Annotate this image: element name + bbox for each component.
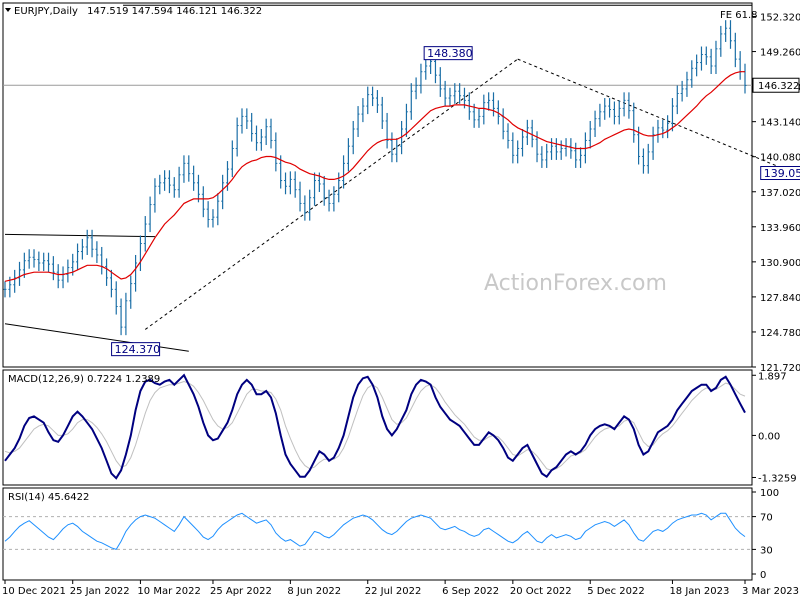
axis-layer: 121.720 124.780 127.840 130.900 133.960 137.0…	[2, 13, 800, 597]
rsi-y-tick-label: 70	[760, 513, 773, 524]
trendline-2	[144, 58, 518, 330]
moving-average-line	[4, 71, 745, 282]
x-tick-label: 3 Mar 2023	[742, 586, 799, 597]
trendline-1	[4, 323, 189, 352]
x-tick-label: 10 Dec 2021	[2, 586, 66, 597]
rsi-y-tick-label: 100	[760, 488, 779, 499]
x-tick-label: 25 Apr 2022	[210, 586, 272, 597]
x-tick-label: 8 Jun 2022	[287, 586, 341, 597]
trendline-0	[4, 233, 155, 238]
x-tick-label: 20 Oct 2022	[510, 586, 572, 597]
ohlc-values: 147.519 147.594 146.121 146.322	[87, 6, 262, 17]
current-price-label: 146.322	[758, 81, 799, 92]
x-tick-label: 22 Jul 2022	[365, 586, 422, 597]
x-tick-label: 18 Jan 2023	[669, 586, 729, 597]
y-tick-label: 152.320	[760, 13, 800, 24]
annotation-box	[760, 166, 800, 181]
y-tick-label: 143.140	[760, 118, 800, 129]
rsi-panel-frame	[2, 487, 753, 581]
watermark: ActionForex.com	[484, 271, 667, 296]
annotation-label: 124.370	[115, 343, 160, 356]
main-panel-frame	[2, 2, 753, 368]
y-tick-label: 127.840	[760, 293, 800, 304]
macd-line	[4, 373, 746, 480]
x-tick-label: 25 Jan 2022	[70, 586, 130, 597]
dropdown-triangle-icon[interactable]	[5, 8, 11, 12]
fe-label: FE 61.8	[720, 10, 758, 21]
symbol-label: EURJPY,Daily	[14, 6, 78, 17]
macd-panel-frame	[2, 369, 753, 486]
macd-layer	[4, 373, 746, 480]
x-tick-label: 5 Dec 2022	[587, 586, 645, 597]
annotation-label: 148.380	[427, 47, 473, 60]
rsi-y-tick-label: 0	[760, 570, 766, 581]
annotation-label: 139.050	[764, 167, 800, 180]
y-tick-label: 133.960	[760, 223, 800, 234]
y-tick-label: 137.020	[760, 188, 800, 199]
y-tick-label: 121.720	[760, 363, 800, 374]
trendline-3	[517, 58, 780, 168]
symbol-title: EURJPY,Daily 147.519 147.594 146.121 146…	[14, 6, 262, 17]
macd-y-tick-label: 1.897	[758, 371, 787, 382]
y-tick-label: 124.780	[760, 328, 800, 339]
y-tick-label: 140.080	[760, 153, 800, 164]
annotation-box	[423, 46, 473, 61]
rsi-line	[4, 512, 746, 551]
rsi-y-tick-label: 30	[760, 545, 773, 556]
macd-y-tick-label: 0.00	[758, 431, 780, 442]
x-tick-label: 10 Mar 2022	[137, 586, 200, 597]
macd-signal-line	[4, 380, 746, 471]
macd-title: MACD(12,26,9) 0.7224 1.2389	[8, 374, 160, 385]
rsi-title: RSI(14) 45.6422	[8, 492, 89, 503]
rsi-layer	[3, 512, 752, 551]
y-tick-label: 130.900	[760, 258, 800, 269]
annotation-box	[111, 342, 161, 357]
current-price-box	[752, 77, 800, 93]
y-tick-label: 149.260	[760, 48, 800, 59]
x-tick-label: 6 Sep 2022	[442, 586, 499, 597]
macd-y-tick-label: -1.3259	[758, 473, 797, 484]
